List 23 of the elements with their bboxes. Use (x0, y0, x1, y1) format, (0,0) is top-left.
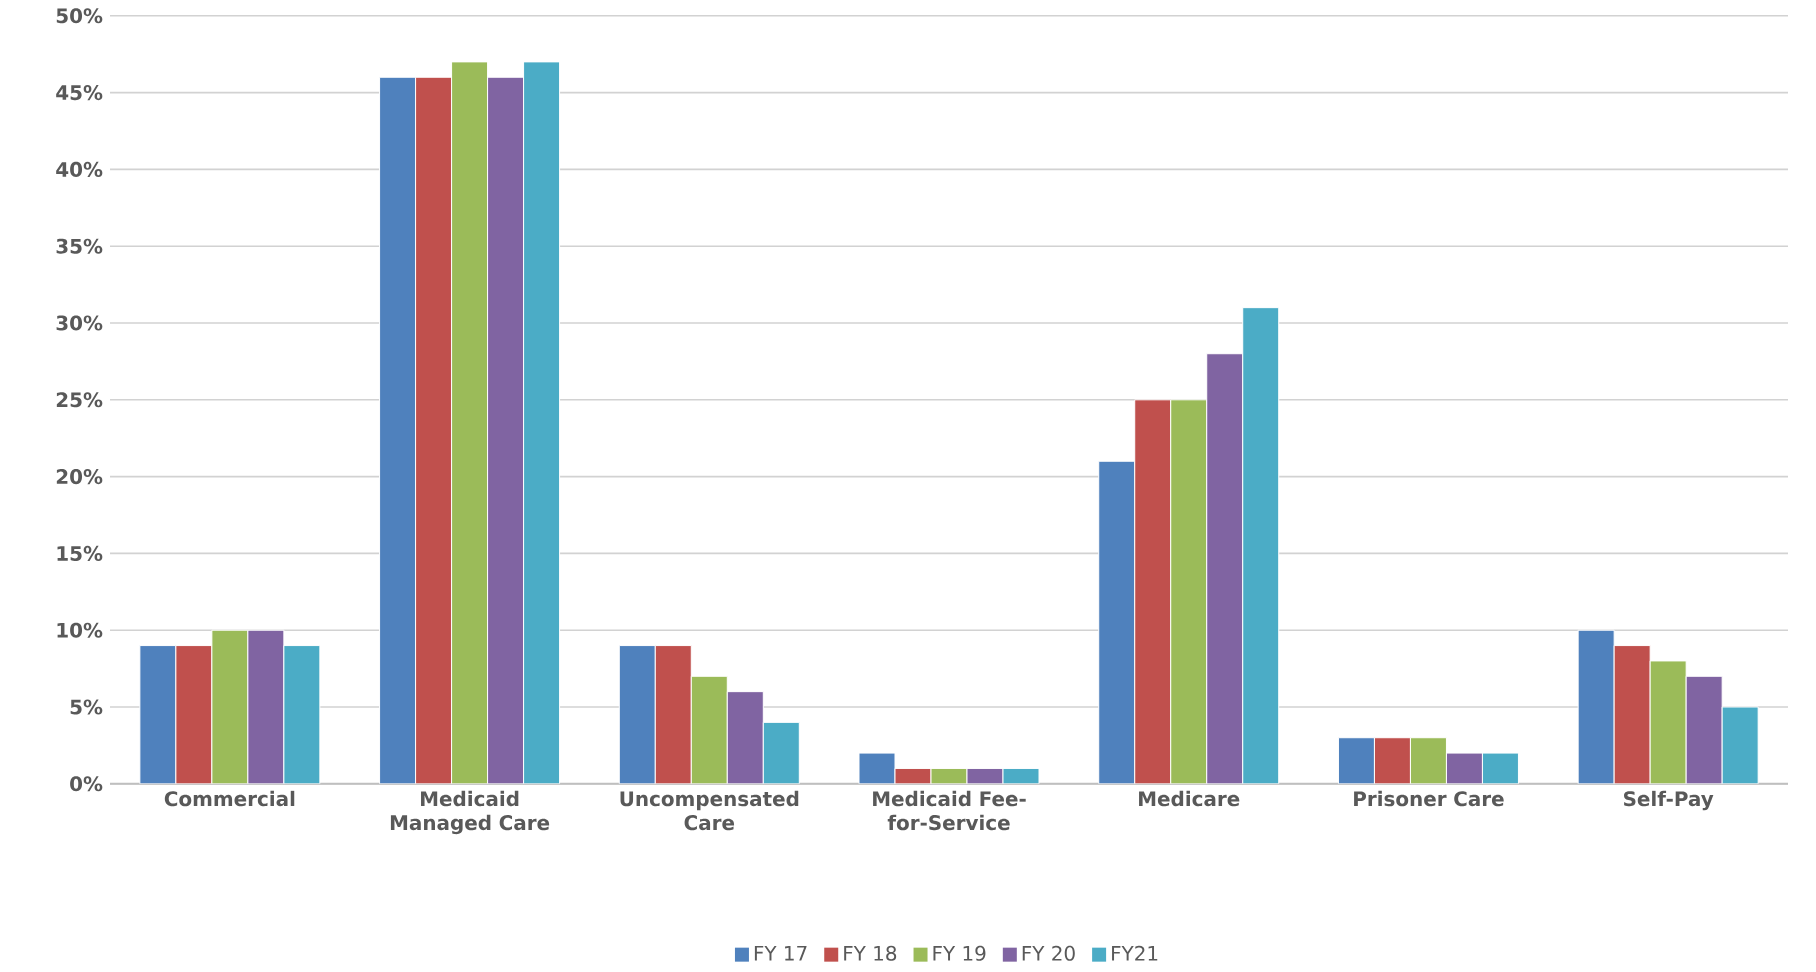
x-tick-label: Self-Pay (1624, 791, 1714, 811)
x-tick-label: Commercial (164, 791, 295, 807)
x-tick-label: Uncompensated Care (620, 791, 799, 831)
legend-label: FY 19 (933, 945, 986, 962)
x-tick-label: Medicare (1139, 791, 1240, 807)
y-tick-label: 15% (57, 546, 103, 562)
y-tick-label: 30% (56, 315, 103, 331)
y-tick-label: 50% (56, 8, 103, 24)
y-tick-label: 10% (57, 622, 103, 638)
legend-label: FY 17 (754, 946, 807, 961)
y-tick-label: 20% (56, 469, 103, 485)
y-tick-label: 45% (56, 85, 103, 101)
y-tick-label: 25% (56, 392, 103, 408)
x-tick-label: Prisoner Care (1354, 791, 1504, 807)
y-tick-label: 40% (56, 162, 103, 178)
x-tick-label: Medicaid Fee-for-Service (873, 791, 1026, 831)
y-tick-label: 0% (70, 776, 103, 792)
y-tick-label: 5% (70, 699, 103, 715)
legend-label: FY 20 (1022, 945, 1075, 962)
legend-label: FY 18 (844, 945, 897, 962)
legend-label: FY21 (1112, 945, 1158, 961)
y-tick-label: 35% (56, 238, 103, 254)
x-tick-label: Medicaid Managed Care (390, 791, 550, 835)
